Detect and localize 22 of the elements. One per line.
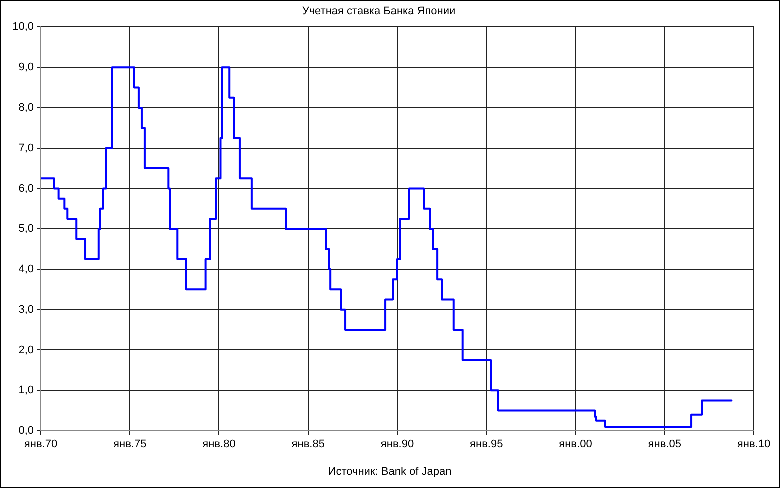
x-tick-label: янв.95 bbox=[470, 438, 504, 451]
y-tick-label: 5,0 bbox=[18, 223, 34, 236]
x-tick-label: янв.85 bbox=[292, 438, 325, 451]
x-tick-label: янв.70 bbox=[24, 438, 58, 451]
x-tick-label: янв.90 bbox=[380, 438, 414, 451]
y-tick-label: 1,0 bbox=[18, 384, 34, 397]
text: Источник: Bank of Japan bbox=[328, 466, 452, 478]
y-tick-label: 8,0 bbox=[18, 102, 34, 114]
y-tick-label: 10,0 bbox=[12, 21, 34, 34]
x-tick-label: янв.80 bbox=[202, 438, 236, 451]
x-tick-label: янв.75 bbox=[114, 438, 147, 451]
y-tick-label: 6,0 bbox=[18, 182, 34, 195]
y-tick-label: 7,0 bbox=[18, 142, 34, 154]
x-tick-label: янв.00 bbox=[559, 438, 592, 451]
x-tick-label: янв.10 bbox=[737, 438, 771, 451]
y-tick-label: 9,0 bbox=[18, 62, 34, 74]
chart-title: Учетная ставка Банка Японии bbox=[302, 6, 456, 18]
y-tick-label: 4,0 bbox=[18, 264, 34, 276]
y-tick-label: 0,0 bbox=[18, 425, 34, 438]
x-tick-label: янв.05 bbox=[648, 438, 682, 451]
y-tick-label: 3,0 bbox=[18, 304, 34, 316]
y-tick-label: 2,0 bbox=[18, 344, 34, 356]
